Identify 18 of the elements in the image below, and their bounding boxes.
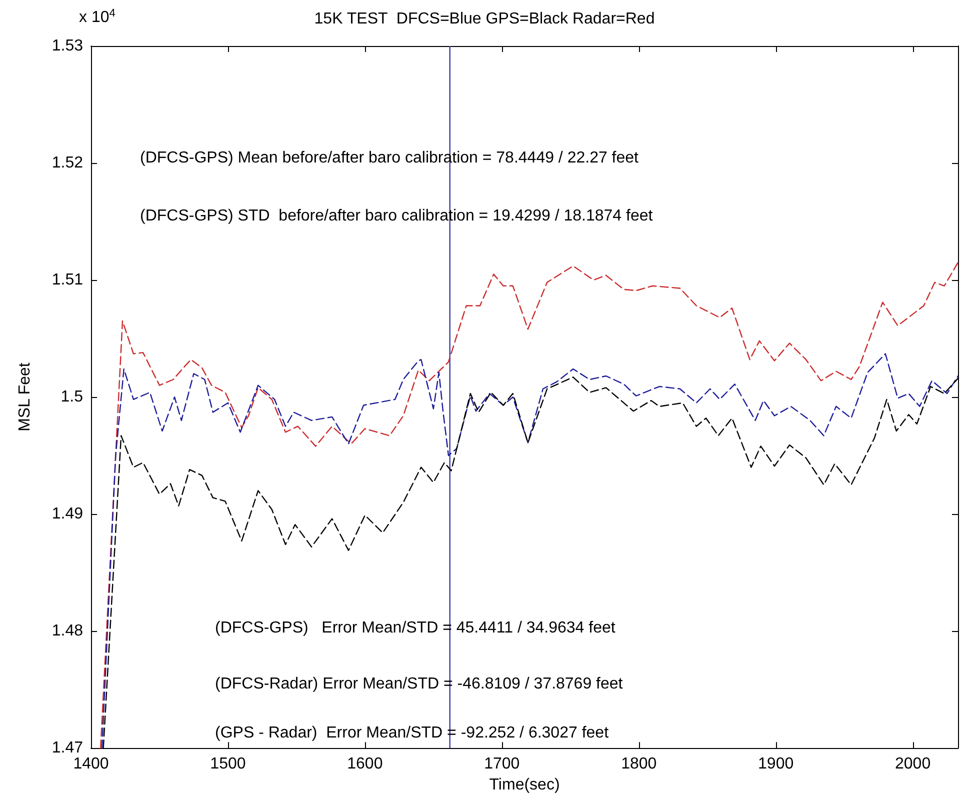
y-tick-label: 1.47 xyxy=(52,740,84,757)
x-tick-label: 1600 xyxy=(347,756,383,773)
y-tick-label: 1.52 xyxy=(52,154,84,172)
x-tick-label: 1800 xyxy=(621,756,657,773)
y-tick-label: 1.51 xyxy=(52,272,84,289)
x-tick-label: 1500 xyxy=(210,756,246,773)
y-axis-title: MSL Feet xyxy=(16,362,34,432)
y-tick-label: 1.5 xyxy=(60,388,84,406)
x-tick-label: 2000 xyxy=(895,756,931,773)
x-tick-label: 1700 xyxy=(484,756,520,773)
x-tick-label: 1900 xyxy=(758,756,794,773)
y-tick-label: 1.53 xyxy=(52,38,84,54)
line-series xyxy=(100,262,959,749)
y-tick-label: 1.49 xyxy=(52,506,84,523)
x-tick-label: 1400 xyxy=(73,756,109,773)
y-tick-label: 1.48 xyxy=(52,622,84,640)
x-axis-title: Time(sec) xyxy=(489,776,560,794)
chart-title: 15K TEST DFCS=Blue GPS=Black Radar=Red xyxy=(314,10,655,28)
